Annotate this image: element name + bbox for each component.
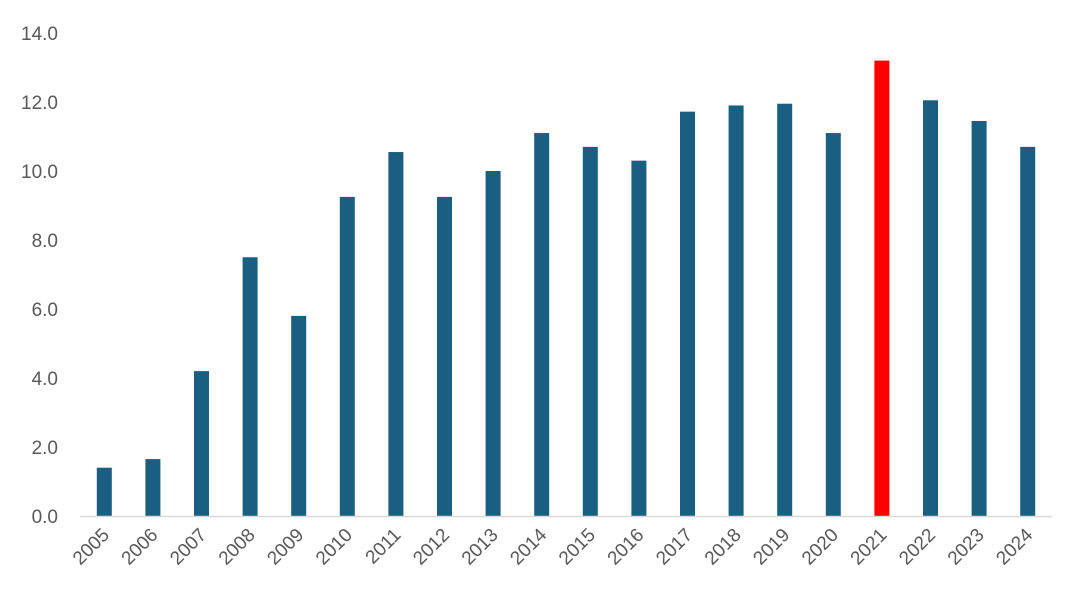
bar [631,160,647,516]
bar [1020,146,1036,516]
bar [825,133,841,517]
x-tick-label: 2010 [312,525,357,570]
bar [291,315,307,516]
y-axis-ticks: 0.0 2.0 4.0 6.0 8.0 10.0 12.0 14.0 [21,24,58,528]
x-tick-label: 2019 [749,525,794,570]
y-tick-label: 8.0 [32,231,58,252]
bar [437,196,452,516]
bar [145,459,161,516]
y-tick-label: 2.0 [32,438,58,459]
x-tick-label: 2013 [458,525,503,570]
x-tick-label: 2017 [652,525,697,570]
bar [194,371,209,516]
bar [242,257,258,516]
x-tick-label: 2006 [118,525,163,570]
x-tick-label: 2018 [701,525,746,570]
bar [388,152,404,516]
bar [485,171,501,516]
bar [923,100,938,517]
bar [582,146,598,516]
x-tick-label: 2020 [798,525,843,570]
bar [96,467,112,516]
bars [96,60,1036,517]
x-tick-label: 2009 [263,525,308,570]
bar [777,103,793,516]
y-tick-label: 14.0 [21,24,58,45]
x-tick-label: 2012 [409,525,454,570]
y-tick-label: 4.0 [32,369,58,390]
x-tick-label: 2024 [992,524,1037,569]
y-tick-label: 10.0 [21,162,58,183]
y-tick-label: 0.0 [32,507,58,528]
bar [971,120,987,516]
x-tick-label: 2011 [362,525,406,569]
x-tick-label: 2007 [166,525,211,570]
bar [680,111,695,516]
bar [728,105,744,516]
x-tick-label: 2014 [506,524,551,569]
x-tick-label: 2008 [215,525,260,570]
x-tick-label: 2005 [69,525,114,570]
x-tick-label: 2016 [604,525,649,570]
x-tick-label: 2015 [555,525,600,570]
x-tick-label: 2022 [895,525,940,570]
y-tick-label: 6.0 [32,300,58,321]
y-tick-label: 12.0 [21,93,58,114]
x-tick-label: 2021 [847,525,892,570]
x-tick-label: 2023 [944,525,989,570]
bar-highlighted [874,60,890,516]
bar [339,196,355,516]
x-axis-ticks: 2005 2006 2007 2008 2009 2010 2011 2012 2013 2014… [69,524,1037,569]
bar [534,133,550,517]
